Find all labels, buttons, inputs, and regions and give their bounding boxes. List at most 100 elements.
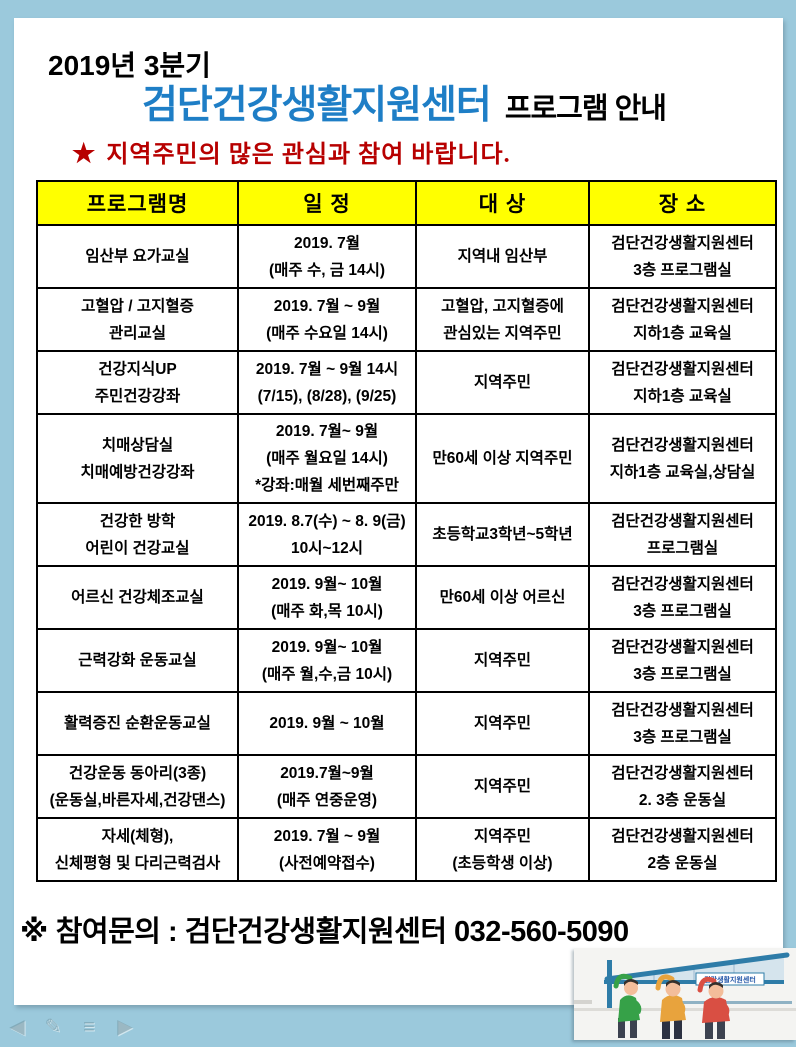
list-icon[interactable]: ≡ bbox=[83, 1016, 95, 1038]
cell-line: 2. 3층 운동실 bbox=[638, 791, 727, 809]
cell-line: 초등학교3학년~5학년 bbox=[432, 526, 573, 543]
cell-line: 고혈압 / 고지혈증 bbox=[81, 297, 194, 315]
cell-line: 신체평형 및 다리근력검사 bbox=[54, 854, 221, 872]
cell-line: (사전예약접수) bbox=[279, 854, 375, 872]
cell-line: 검단건강생활지원센터 bbox=[611, 638, 754, 656]
cell-line: 검단건강생활지원센터 bbox=[611, 512, 754, 530]
center-illustration: 건강생활지원센터 bbox=[574, 948, 796, 1040]
cell-program: 건강운동 동아리(3종) (운동실,바른자세,건강댄스) bbox=[36, 754, 239, 819]
cell-target: 지역주민 (초등학생 이상) bbox=[415, 817, 590, 882]
cell-program: 어르신 건강체조교실 bbox=[36, 565, 239, 630]
person-red bbox=[697, 976, 730, 1039]
cell-line: 만60세 이상 어르신 bbox=[439, 589, 566, 606]
cell-line: (매주 수, 금 14시) bbox=[268, 261, 386, 279]
cell-line: 2019. 9월~ 10월 bbox=[271, 575, 383, 593]
cell-line: (매주 월,수,금 10시) bbox=[261, 665, 393, 683]
cell-schedule: 2019. 8.7(수) ~ 8. 9(금) 10시~12시 bbox=[237, 502, 417, 567]
cell-line: 만60세 이상 지역주민 bbox=[432, 450, 573, 467]
cell-place: 검단건강생활지원센터 3층 프로그램실 bbox=[588, 224, 777, 289]
cell-line: 검단건강생활지원센터 bbox=[611, 360, 754, 378]
cell-place: 검단건강생활지원센터 3층 프로그램실 bbox=[588, 565, 777, 630]
cell-line: 2층 운동실 bbox=[647, 854, 718, 872]
table-row: 치매상담실 치매예방건강강좌 2019. 7월~ 9월 (매주 월요일 14시) *강좌… bbox=[36, 413, 777, 504]
notice-text: 지역주민의 많은 관심과 참여 바랍니다. bbox=[106, 142, 511, 168]
roof-beam bbox=[604, 952, 790, 982]
cell-line: *강좌:매월 세번째주만 bbox=[255, 477, 399, 494]
cell-line: (매주 월요일 14시) bbox=[266, 450, 388, 467]
cell-program: 활력증진 순환운동교실 bbox=[36, 691, 239, 756]
cell-line: 자세(체형), bbox=[101, 827, 174, 845]
cell-target: 지역내 임산부 bbox=[415, 224, 590, 289]
cell-line: 지역주민 bbox=[473, 374, 532, 391]
viewer-nav-icons: ◀ ✎ ≡ ▶ bbox=[6, 1014, 136, 1040]
person-orange bbox=[655, 974, 686, 1039]
cell-schedule: 2019. 9월~ 10월 (매주 화,목 10시) bbox=[237, 565, 417, 630]
cell-line: 지하1층 교육실 bbox=[633, 387, 732, 405]
cell-line: 치매예방건강강좌 bbox=[80, 463, 195, 481]
program-guide-title: 프로그램 안내 bbox=[504, 93, 667, 125]
cell-line: 검단건강생활지원센터 bbox=[611, 436, 754, 454]
cell-line: 검단건강생활지원센터 bbox=[611, 827, 754, 845]
cell-schedule: 2019. 9월~ 10월 (매주 월,수,금 10시) bbox=[237, 628, 417, 693]
cell-line: 3층 프로그램실 bbox=[633, 602, 732, 620]
table-body: 임산부 요가교실 2019. 7월 (매주 수, 금 14시) 지역내 임산부 검단건강… bbox=[36, 224, 777, 882]
column-header: 장 소 bbox=[588, 180, 777, 226]
cell-line: 건강지식UP bbox=[98, 360, 177, 378]
cell-program: 근력강화 운동교실 bbox=[36, 628, 239, 693]
back-icon[interactable]: ◀ bbox=[9, 1016, 25, 1038]
cell-line: 10시~12시 bbox=[290, 539, 364, 557]
cell-line: 지역내 임산부 bbox=[457, 248, 548, 265]
cell-line: 지역주민 bbox=[473, 715, 532, 732]
cell-target: 지역주민 bbox=[415, 754, 590, 819]
page-title-quarter: 2019년 3분기 bbox=[48, 50, 211, 81]
cell-line: 2019. 8.7(수) ~ 8. 9(금) bbox=[248, 512, 406, 530]
cell-line: 관심있는 지역주민 bbox=[443, 324, 562, 342]
cell-schedule: 2019.7월~9월 (매주 연중운영) bbox=[237, 754, 417, 819]
table-row: 임산부 요가교실 2019. 7월 (매주 수, 금 14시) 지역내 임산부 검단건강… bbox=[36, 224, 777, 289]
horizontal-beam bbox=[604, 980, 784, 984]
cell-line: 3층 프로그램실 bbox=[633, 261, 732, 279]
cell-line: 2019. 7월 ~ 9월 14시 bbox=[255, 360, 399, 378]
cell-schedule: 2019. 9월 ~ 10월 bbox=[237, 691, 417, 756]
cell-line: 어린이 건강교실 bbox=[85, 539, 190, 557]
cell-line: (운동실,바른자세,건강댄스) bbox=[49, 791, 226, 809]
cell-program: 건강한 방학 어린이 건강교실 bbox=[36, 502, 239, 567]
table-row: 고혈압 / 고지혈증 관리교실 2019. 7월 ~ 9월 (매주 수요일 14시) 고… bbox=[36, 287, 777, 352]
cell-line: 고혈압, 고지혈증에 bbox=[441, 297, 564, 315]
cell-line: 2019. 9월 ~ 10월 bbox=[269, 715, 385, 732]
table-row: 자세(체형), 신체평형 및 다리근력검사 2019. 7월 ~ 9월 (사전예약접수… bbox=[36, 817, 777, 882]
cell-target: 초등학교3학년~5학년 bbox=[415, 502, 590, 567]
cell-line: 근력강화 운동교실 bbox=[78, 652, 197, 669]
edit-icon[interactable]: ✎ bbox=[44, 1016, 62, 1038]
table-row: 근력강화 운동교실 2019. 9월~ 10월 (매주 월,수,금 10시) 지역주민… bbox=[36, 628, 777, 693]
forward-icon[interactable]: ▶ bbox=[117, 1016, 133, 1038]
cell-target: 만60세 이상 지역주민 bbox=[415, 413, 590, 504]
ground-mark bbox=[574, 1000, 592, 1004]
cell-target: 지역주민 bbox=[415, 628, 590, 693]
cell-program: 건강지식UP 주민건강강좌 bbox=[36, 350, 239, 415]
cell-line: 2019. 7월 bbox=[294, 234, 360, 252]
cell-program: 임산부 요가교실 bbox=[36, 224, 239, 289]
star-icon: ★ bbox=[72, 139, 97, 168]
cell-line: 프로그램실 bbox=[646, 539, 719, 557]
cell-line: 관리교실 bbox=[108, 324, 167, 342]
cell-line: 지역주민 bbox=[473, 827, 532, 845]
contact-line: ※ 참여문의 : 검단건강생활지원센터 032-560-5090 bbox=[20, 908, 629, 950]
cell-line: 2019. 7월 ~ 9월 bbox=[273, 297, 381, 315]
cell-line: 어르신 건강체조교실 bbox=[71, 589, 204, 606]
cell-line: 주민건강강좌 bbox=[94, 387, 181, 405]
cell-schedule: 2019. 7월 ~ 9월 (사전예약접수) bbox=[237, 817, 417, 882]
contact-text: 참여문의 : 검단건강생활지원센터 032-560-5090 bbox=[55, 916, 629, 948]
cell-line: 2019. 7월 ~ 9월 bbox=[273, 827, 381, 845]
person-green bbox=[613, 973, 642, 1038]
cell-schedule: 2019. 7월 ~ 9월 14시 (7/15), (8/28), (9/25) bbox=[237, 350, 417, 415]
cell-line: 지하1층 교육실 bbox=[633, 324, 732, 342]
cell-line: 건강운동 동아리(3종) bbox=[68, 764, 207, 782]
